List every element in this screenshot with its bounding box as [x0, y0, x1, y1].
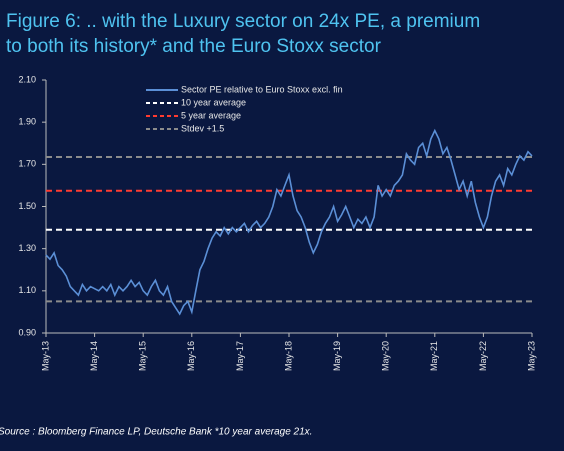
- y-tick-label: 0.90: [18, 327, 36, 337]
- y-tick-label: 1.10: [18, 285, 36, 295]
- legend-label: Sector PE relative to Euro Stoxx excl. f…: [181, 84, 343, 94]
- y-tick-label: 2.10: [18, 74, 36, 84]
- x-tick-label: May-19: [332, 341, 342, 371]
- legend-label: Stdev +1.5: [181, 123, 224, 133]
- x-tick-label: May-15: [138, 341, 148, 371]
- y-tick-label: 1.30: [18, 243, 36, 253]
- y-tick-label: 1.70: [18, 159, 36, 169]
- x-tick-label: May-14: [89, 341, 99, 371]
- legend-label: 10 year average: [181, 97, 246, 107]
- chart-title: Figure 6: .. with the Luxury sector on 2…: [6, 11, 480, 32]
- x-tick-label: May-16: [186, 341, 196, 371]
- y-tick-label: 1.50: [18, 201, 36, 211]
- x-tick-label: May-18: [283, 341, 293, 371]
- x-tick-label: May-13: [40, 341, 50, 371]
- y-tick-label: 1.90: [18, 117, 36, 127]
- legend-label: 5 year average: [181, 110, 241, 120]
- x-tick-label: May-21: [429, 341, 439, 371]
- x-tick-label: May-17: [235, 341, 245, 371]
- data-line: [45, 128, 533, 316]
- x-tick-label: May-20: [381, 341, 391, 371]
- x-tick-label: May-22: [478, 341, 488, 371]
- source-note: Source : Bloomberg Finance LP, Deutsche …: [0, 427, 312, 438]
- chart-title: to both its history* and the Euro Stoxx …: [6, 36, 382, 57]
- x-tick-label: May-23: [526, 341, 536, 371]
